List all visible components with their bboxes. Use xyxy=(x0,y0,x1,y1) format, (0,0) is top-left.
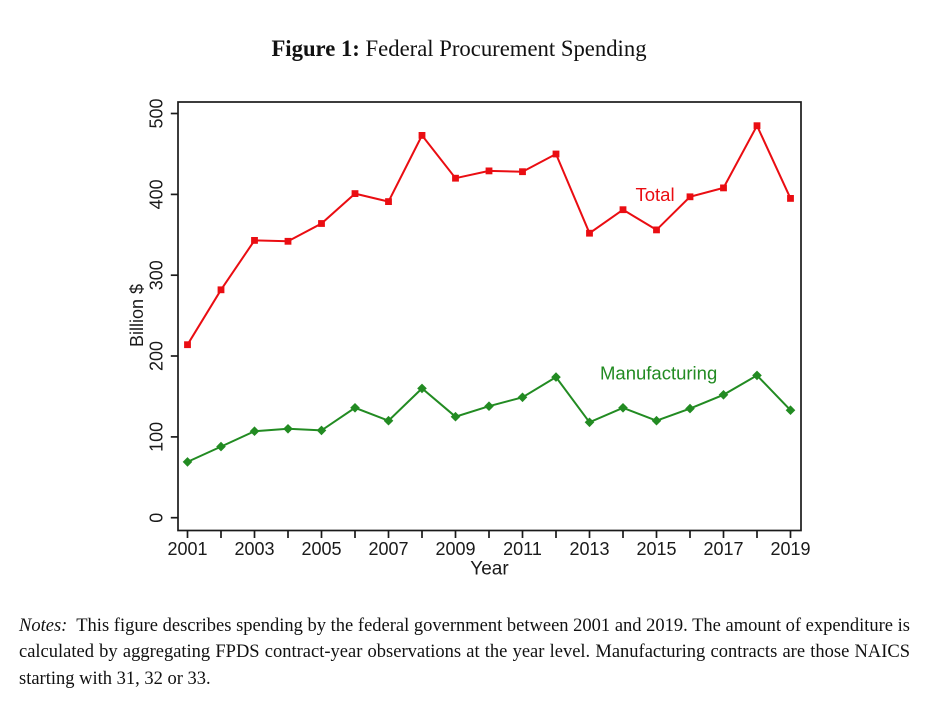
svg-text:2005: 2005 xyxy=(301,539,341,559)
svg-text:2011: 2011 xyxy=(503,539,542,559)
svg-text:0: 0 xyxy=(147,513,167,523)
svg-text:100: 100 xyxy=(147,422,167,452)
svg-text:2017: 2017 xyxy=(703,539,743,559)
svg-text:Total: Total xyxy=(636,184,675,205)
svg-text:2019: 2019 xyxy=(770,539,810,559)
svg-text:2007: 2007 xyxy=(368,539,408,559)
svg-text:2013: 2013 xyxy=(569,539,609,559)
svg-text:Manufacturing: Manufacturing xyxy=(600,363,717,384)
svg-text:2003: 2003 xyxy=(234,539,274,559)
svg-text:Billion $: Billion $ xyxy=(127,284,147,347)
svg-text:Year: Year xyxy=(470,559,509,580)
svg-text:300: 300 xyxy=(147,260,167,290)
svg-text:2009: 2009 xyxy=(435,539,475,559)
svg-text:200: 200 xyxy=(147,341,167,371)
svg-text:2001: 2001 xyxy=(167,539,207,559)
svg-text:500: 500 xyxy=(147,98,167,128)
svg-text:400: 400 xyxy=(147,179,167,209)
svg-text:2015: 2015 xyxy=(636,539,676,559)
